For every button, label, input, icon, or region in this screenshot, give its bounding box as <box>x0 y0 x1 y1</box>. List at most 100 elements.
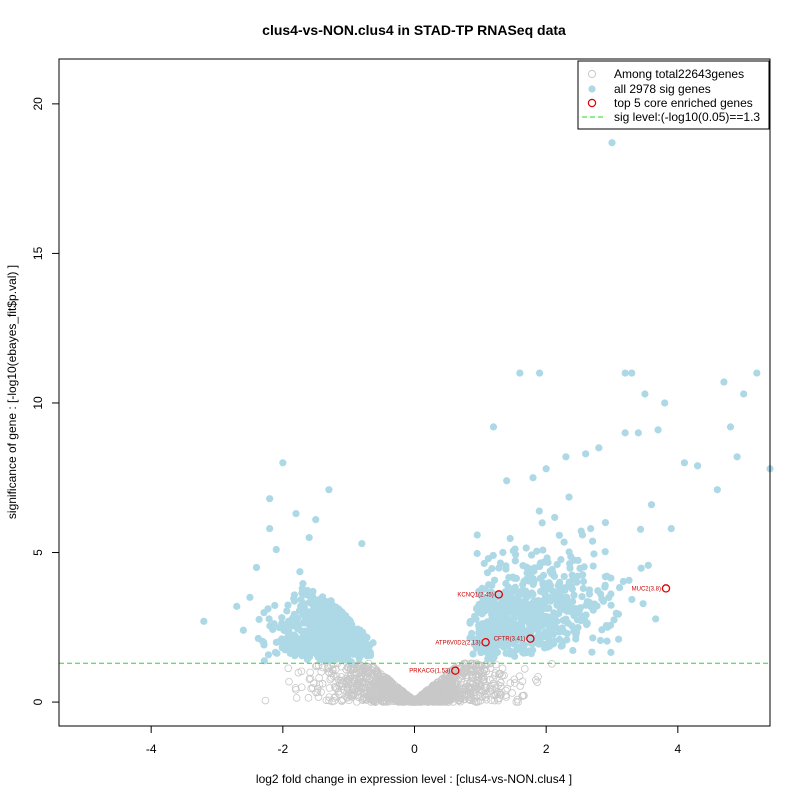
y-tick-label: 10 <box>31 396 45 410</box>
sig-gene-point <box>306 625 314 633</box>
sig-gene-point <box>521 587 530 595</box>
sig-gene-point <box>535 507 543 515</box>
sig-gene-point <box>535 640 543 648</box>
background-gene-point <box>397 689 405 697</box>
background-gene-point <box>498 664 507 673</box>
legend-label-sig-level: sig level:(-log10(0.05)==1.3 <box>614 110 760 124</box>
sig-gene-point <box>560 572 568 581</box>
sig-gene-point <box>534 621 543 629</box>
background-gene-point <box>333 685 341 693</box>
sig-gene-point <box>519 645 527 653</box>
sig-gene-point <box>533 547 541 555</box>
sig-gene-point <box>713 486 721 494</box>
background-gene-point <box>497 690 505 699</box>
sig-gene-point <box>301 610 310 619</box>
x-axis: -4 -2 0 2 4 <box>146 725 681 756</box>
sig-gene-point <box>549 612 557 620</box>
background-gene-point <box>476 696 485 705</box>
sig-gene-point <box>239 626 247 634</box>
legend-label-top-genes: top 5 core enriched genes <box>614 96 753 110</box>
background-gene-point <box>337 673 346 681</box>
background-gene-point <box>312 688 320 697</box>
sig-gene-point <box>546 567 554 575</box>
sig-gene-point <box>497 609 505 617</box>
sig-gene-point <box>299 580 307 588</box>
sig-gene-point <box>562 453 570 461</box>
background-gene-point <box>388 679 397 687</box>
sig-gene-point <box>740 390 748 398</box>
sig-gene-point <box>612 609 620 617</box>
background-gene-point <box>453 686 461 694</box>
sig-gene-point <box>726 423 735 431</box>
sig-gene-point <box>621 429 629 437</box>
sig-gene-point <box>327 599 335 607</box>
sig-gene-point <box>478 628 486 636</box>
sig-gene-point <box>477 586 485 594</box>
sig-gene-point <box>303 617 311 625</box>
sig-gene-point <box>509 547 517 555</box>
top-gene-label: PRKACG(1.53) <box>409 669 450 675</box>
background-gene-point <box>376 675 385 683</box>
sig-gene-point <box>512 632 520 640</box>
sig-gene-point <box>547 629 555 637</box>
sig-gene-point <box>528 625 536 633</box>
background-gene-point <box>356 673 365 681</box>
sig-gene-point <box>506 534 514 543</box>
sig-gene-point <box>283 607 291 615</box>
background-gene-point <box>336 676 345 685</box>
background-gene-point <box>284 664 293 673</box>
background-gene-point <box>318 663 327 672</box>
sig-gene-point <box>332 630 340 638</box>
y-axis-title: significance of gene : [-log10(ebayes_fi… <box>5 265 19 519</box>
sig-gene-point <box>522 544 530 552</box>
background-gene-point <box>328 669 336 677</box>
background-gene-point <box>477 672 486 680</box>
y-tick-label: 5 <box>31 549 45 556</box>
sig-gene-point <box>520 577 528 585</box>
background-gene-point <box>372 682 380 690</box>
sig-gene-point <box>352 647 360 655</box>
sig-gene-point <box>636 525 645 533</box>
background-gene-point <box>407 698 416 706</box>
background-gene-point <box>532 676 540 684</box>
background-gene-point <box>502 693 510 701</box>
sig-gene-point <box>615 584 624 592</box>
sig-gene-point <box>331 609 340 617</box>
background-gene-point <box>344 675 353 684</box>
sig-gene-point <box>299 599 308 608</box>
sig-gene-point <box>557 556 565 564</box>
sig-gene-point <box>292 510 300 518</box>
sig-gene-point <box>497 622 506 630</box>
x-tick-label: 4 <box>674 742 681 756</box>
background-gene-point <box>513 695 522 704</box>
sig-gene-point <box>572 631 580 639</box>
sig-gene-point <box>255 615 263 624</box>
background-gene-point <box>466 679 474 688</box>
sig-gene-point <box>265 615 273 623</box>
sig-gene-point <box>324 640 333 648</box>
y-tick-label: 0 <box>31 698 45 705</box>
sig-gene-point <box>479 597 487 605</box>
background-gene-point <box>460 683 469 692</box>
sig-gene-point <box>549 587 557 595</box>
sig-gene-point <box>511 557 519 565</box>
sig-gene-point <box>519 561 527 570</box>
background-gene-point <box>317 688 325 696</box>
sig-gene-point <box>511 583 519 591</box>
sig-gene-point <box>478 648 486 656</box>
sig-gene-point <box>501 591 509 599</box>
background-gene-point <box>292 685 300 694</box>
background-gene-point <box>347 691 356 700</box>
sig-gene-point <box>471 635 480 643</box>
x-tick-label: -2 <box>277 742 288 756</box>
background-gene-point <box>445 676 453 685</box>
sig-gene-point <box>590 550 598 558</box>
sig-gene-point <box>269 625 277 634</box>
background-gene-point <box>492 660 500 669</box>
sig-gene-point <box>568 608 577 616</box>
sig-gene-point <box>333 614 341 622</box>
background-gene-point <box>418 697 426 706</box>
sig-gene-point <box>312 596 320 604</box>
background-gene-point <box>363 674 372 683</box>
sig-gene-point <box>582 450 590 458</box>
